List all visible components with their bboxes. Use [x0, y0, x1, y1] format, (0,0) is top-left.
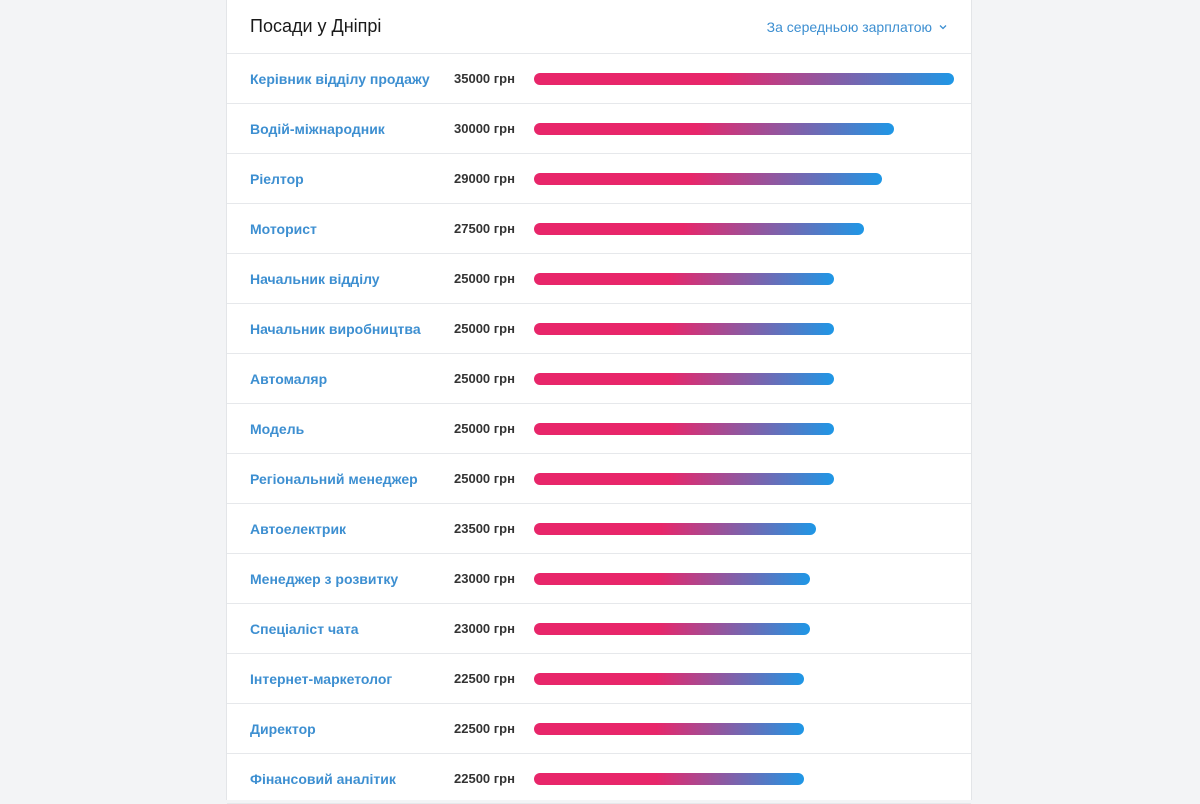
- salary-bar-track: [534, 522, 954, 535]
- salary-bar: [534, 522, 816, 535]
- salary-bar-track: [534, 272, 954, 285]
- list-item: Автоелектрик 23500 грн: [227, 504, 971, 554]
- list-item: Моторист 27500 грн: [227, 204, 971, 254]
- job-title-link[interactable]: Водій-міжнародник: [250, 120, 385, 137]
- job-title-link[interactable]: Спеціаліст чата: [250, 620, 359, 637]
- salary-bar: [534, 422, 834, 435]
- salary-bar: [534, 172, 882, 185]
- list-item: Керівник відділу продажу 35000 грн: [227, 54, 971, 104]
- salary-value: 23000 грн: [454, 571, 515, 586]
- salary-bar: [534, 722, 804, 735]
- salary-value: 22500 грн: [454, 721, 515, 736]
- job-title-link[interactable]: Моторист: [250, 220, 317, 237]
- list-item: Начальник виробництва 25000 грн: [227, 304, 971, 354]
- job-title-link[interactable]: Фінансовий аналітик: [250, 770, 396, 787]
- salary-value: 23000 грн: [454, 621, 515, 636]
- positions-list: Керівник відділу продажу 35000 грн Водій-м…: [227, 54, 971, 804]
- job-title-link[interactable]: Автомаляр: [250, 370, 328, 387]
- job-title-link[interactable]: Начальник виробництва: [250, 320, 421, 337]
- salary-bar-track: [534, 322, 954, 335]
- list-item: Менеджер з розвитку 23000 грн: [227, 554, 971, 604]
- salary-bar: [534, 672, 804, 685]
- job-title-link[interactable]: Інтернет-маркетолог: [250, 670, 393, 687]
- list-item: Автомаляр 25000 грн: [227, 354, 971, 404]
- salary-bar-track: [534, 722, 954, 735]
- salary-bar-track: [534, 72, 954, 85]
- salary-bar-track: [534, 472, 954, 485]
- salary-bar-track: [534, 172, 954, 185]
- salary-value: 30000 грн: [454, 121, 515, 136]
- salary-bar-track: [534, 222, 954, 235]
- positions-card: Посади у Дніпрі За середньою зарплатою К…: [226, 0, 972, 804]
- list-item: Модель 25000 грн: [227, 404, 971, 454]
- salary-bar: [534, 272, 834, 285]
- list-item: Інтернет-маркетолог 22500 грн: [227, 654, 971, 704]
- salary-value: 35000 грн: [454, 71, 515, 86]
- salary-value: 25000 грн: [454, 321, 515, 336]
- salary-bar-track: [534, 772, 954, 785]
- salary-value: 27500 грн: [454, 221, 515, 236]
- salary-value: 22500 грн: [454, 771, 515, 786]
- salary-bar-track: [534, 122, 954, 135]
- list-item: Регіональний менеджер 25000 грн: [227, 454, 971, 504]
- chevron-down-icon: [939, 24, 947, 29]
- job-title-link[interactable]: Керівник відділу продажу: [250, 70, 430, 87]
- job-title-link[interactable]: Менеджер з розвитку: [250, 570, 399, 587]
- job-title-link[interactable]: Модель: [250, 420, 305, 437]
- salary-bar: [534, 372, 834, 385]
- job-title-link[interactable]: Директор: [250, 720, 316, 737]
- page-title: Посади у Дніпрі: [250, 16, 382, 36]
- salary-bar: [534, 472, 834, 485]
- salary-value: 25000 грн: [454, 271, 515, 286]
- job-title-link[interactable]: Начальник відділу: [250, 270, 380, 287]
- salary-bar-track: [534, 622, 954, 635]
- list-item: Ріелтор 29000 грн: [227, 154, 971, 204]
- salary-bar: [534, 122, 894, 135]
- salary-bar-track: [534, 422, 954, 435]
- sort-dropdown-label: За середньою зарплатою: [766, 18, 932, 35]
- salary-bar: [534, 622, 810, 635]
- list-item: Фінансовий аналітик 22500 грн: [227, 754, 971, 804]
- salary-value: 25000 грн: [454, 471, 515, 486]
- salary-bar: [534, 72, 954, 85]
- card-header: Посади у Дніпрі За середньою зарплатою: [227, 0, 971, 54]
- salary-bar: [534, 322, 834, 335]
- salary-value: 29000 грн: [454, 171, 515, 186]
- job-title-link[interactable]: Автоелектрик: [250, 520, 347, 537]
- list-item: Водій-міжнародник 30000 грн: [227, 104, 971, 154]
- salary-bar: [534, 222, 864, 235]
- salary-value: 25000 грн: [454, 371, 515, 386]
- list-item: Спеціаліст чата 23000 грн: [227, 604, 971, 654]
- salary-bar: [534, 572, 810, 585]
- salary-bar-track: [534, 672, 954, 685]
- salary-value: 25000 грн: [454, 421, 515, 436]
- salary-bar-track: [534, 572, 954, 585]
- salary-value: 23500 грн: [454, 521, 515, 536]
- salary-bar-track: [534, 372, 954, 385]
- job-title-link[interactable]: Ріелтор: [250, 170, 304, 187]
- salary-bar: [534, 772, 804, 785]
- list-item: Начальник відділу 25000 грн: [227, 254, 971, 304]
- list-item: Директор 22500 грн: [227, 704, 971, 754]
- sort-dropdown[interactable]: За середньою зарплатою: [767, 19, 948, 35]
- salary-value: 22500 грн: [454, 671, 515, 686]
- job-title-link[interactable]: Регіональний менеджер: [250, 470, 418, 487]
